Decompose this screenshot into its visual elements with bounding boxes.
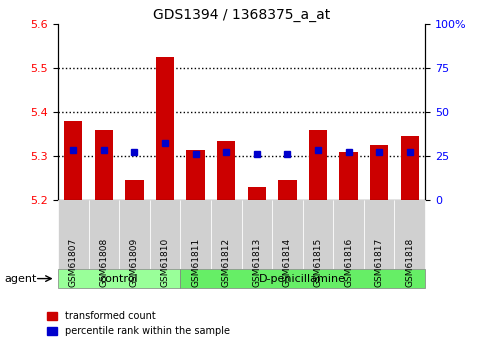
Bar [370, 145, 388, 200]
Text: GSM61809: GSM61809 [130, 238, 139, 287]
Text: GSM61816: GSM61816 [344, 238, 353, 287]
Text: GSM61818: GSM61818 [405, 238, 414, 287]
Bar [64, 121, 83, 200]
Text: GSM61813: GSM61813 [252, 238, 261, 287]
Bar [156, 57, 174, 200]
Bar [309, 130, 327, 200]
Title: GDS1394 / 1368375_a_at: GDS1394 / 1368375_a_at [153, 8, 330, 22]
Text: control: control [100, 274, 139, 284]
Text: GSM61810: GSM61810 [160, 238, 170, 287]
Text: GSM61812: GSM61812 [222, 238, 231, 287]
Text: GSM61817: GSM61817 [375, 238, 384, 287]
Bar [186, 149, 205, 200]
Text: GSM61815: GSM61815 [313, 238, 323, 287]
Text: D-penicillamine: D-penicillamine [259, 274, 346, 284]
Text: GSM61811: GSM61811 [191, 238, 200, 287]
Bar [278, 180, 297, 200]
Bar [400, 136, 419, 200]
Bar [248, 187, 266, 200]
Text: GSM61807: GSM61807 [69, 238, 78, 287]
Text: agent: agent [5, 274, 37, 284]
Bar [95, 130, 113, 200]
Bar [340, 152, 358, 200]
Text: GSM61808: GSM61808 [99, 238, 108, 287]
Legend: transformed count, percentile rank within the sample: transformed count, percentile rank withi… [43, 307, 234, 340]
Bar [217, 141, 235, 200]
Bar [125, 180, 143, 200]
Text: GSM61814: GSM61814 [283, 238, 292, 287]
